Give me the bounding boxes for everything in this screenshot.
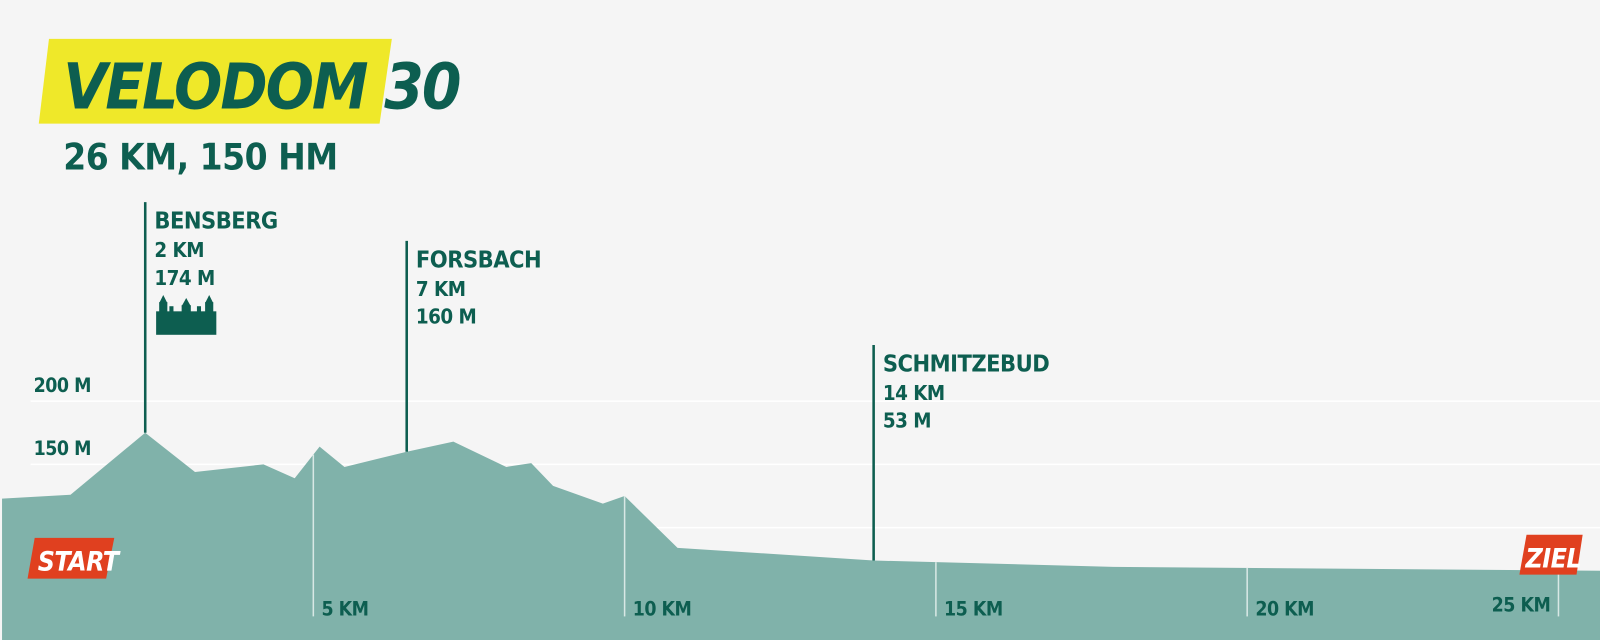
marker-elevation: 160 M — [416, 305, 476, 329]
x-tick-label: 10 KM — [633, 597, 692, 620]
x-tick-label: 25 KM — [1492, 593, 1551, 616]
title-badge — [38, 38, 392, 124]
marker-elevation: 174 M — [154, 266, 214, 290]
chart-title: VELODOM 30 — [63, 49, 460, 123]
marker-name: SCHMITZEBUD — [883, 350, 1049, 378]
y-tick-label: 200 M — [34, 374, 91, 397]
chart-subtitle: 26 KM, 150 HM — [63, 135, 337, 178]
finish-badge — [1519, 534, 1583, 575]
marker-distance: 14 KM — [883, 381, 945, 405]
marker-name: BENSBERG — [154, 207, 277, 235]
x-tick-label: 5 KM — [321, 597, 368, 620]
finish-label: ZIEL — [1525, 543, 1582, 574]
marker-name: FORSBACH — [416, 245, 541, 273]
castle-icon — [156, 295, 217, 335]
marker-distance: 7 KM — [416, 277, 466, 301]
y-tick-label: 150 M — [34, 437, 91, 460]
x-tick-label: 20 KM — [1255, 597, 1314, 620]
start-label: START — [38, 547, 121, 578]
elevation-area — [2, 432, 1600, 640]
start-badge — [27, 537, 115, 579]
x-tick-label: 15 KM — [944, 597, 1003, 620]
marker-elevation: 53 M — [883, 409, 931, 433]
marker-distance: 2 KM — [154, 238, 204, 262]
